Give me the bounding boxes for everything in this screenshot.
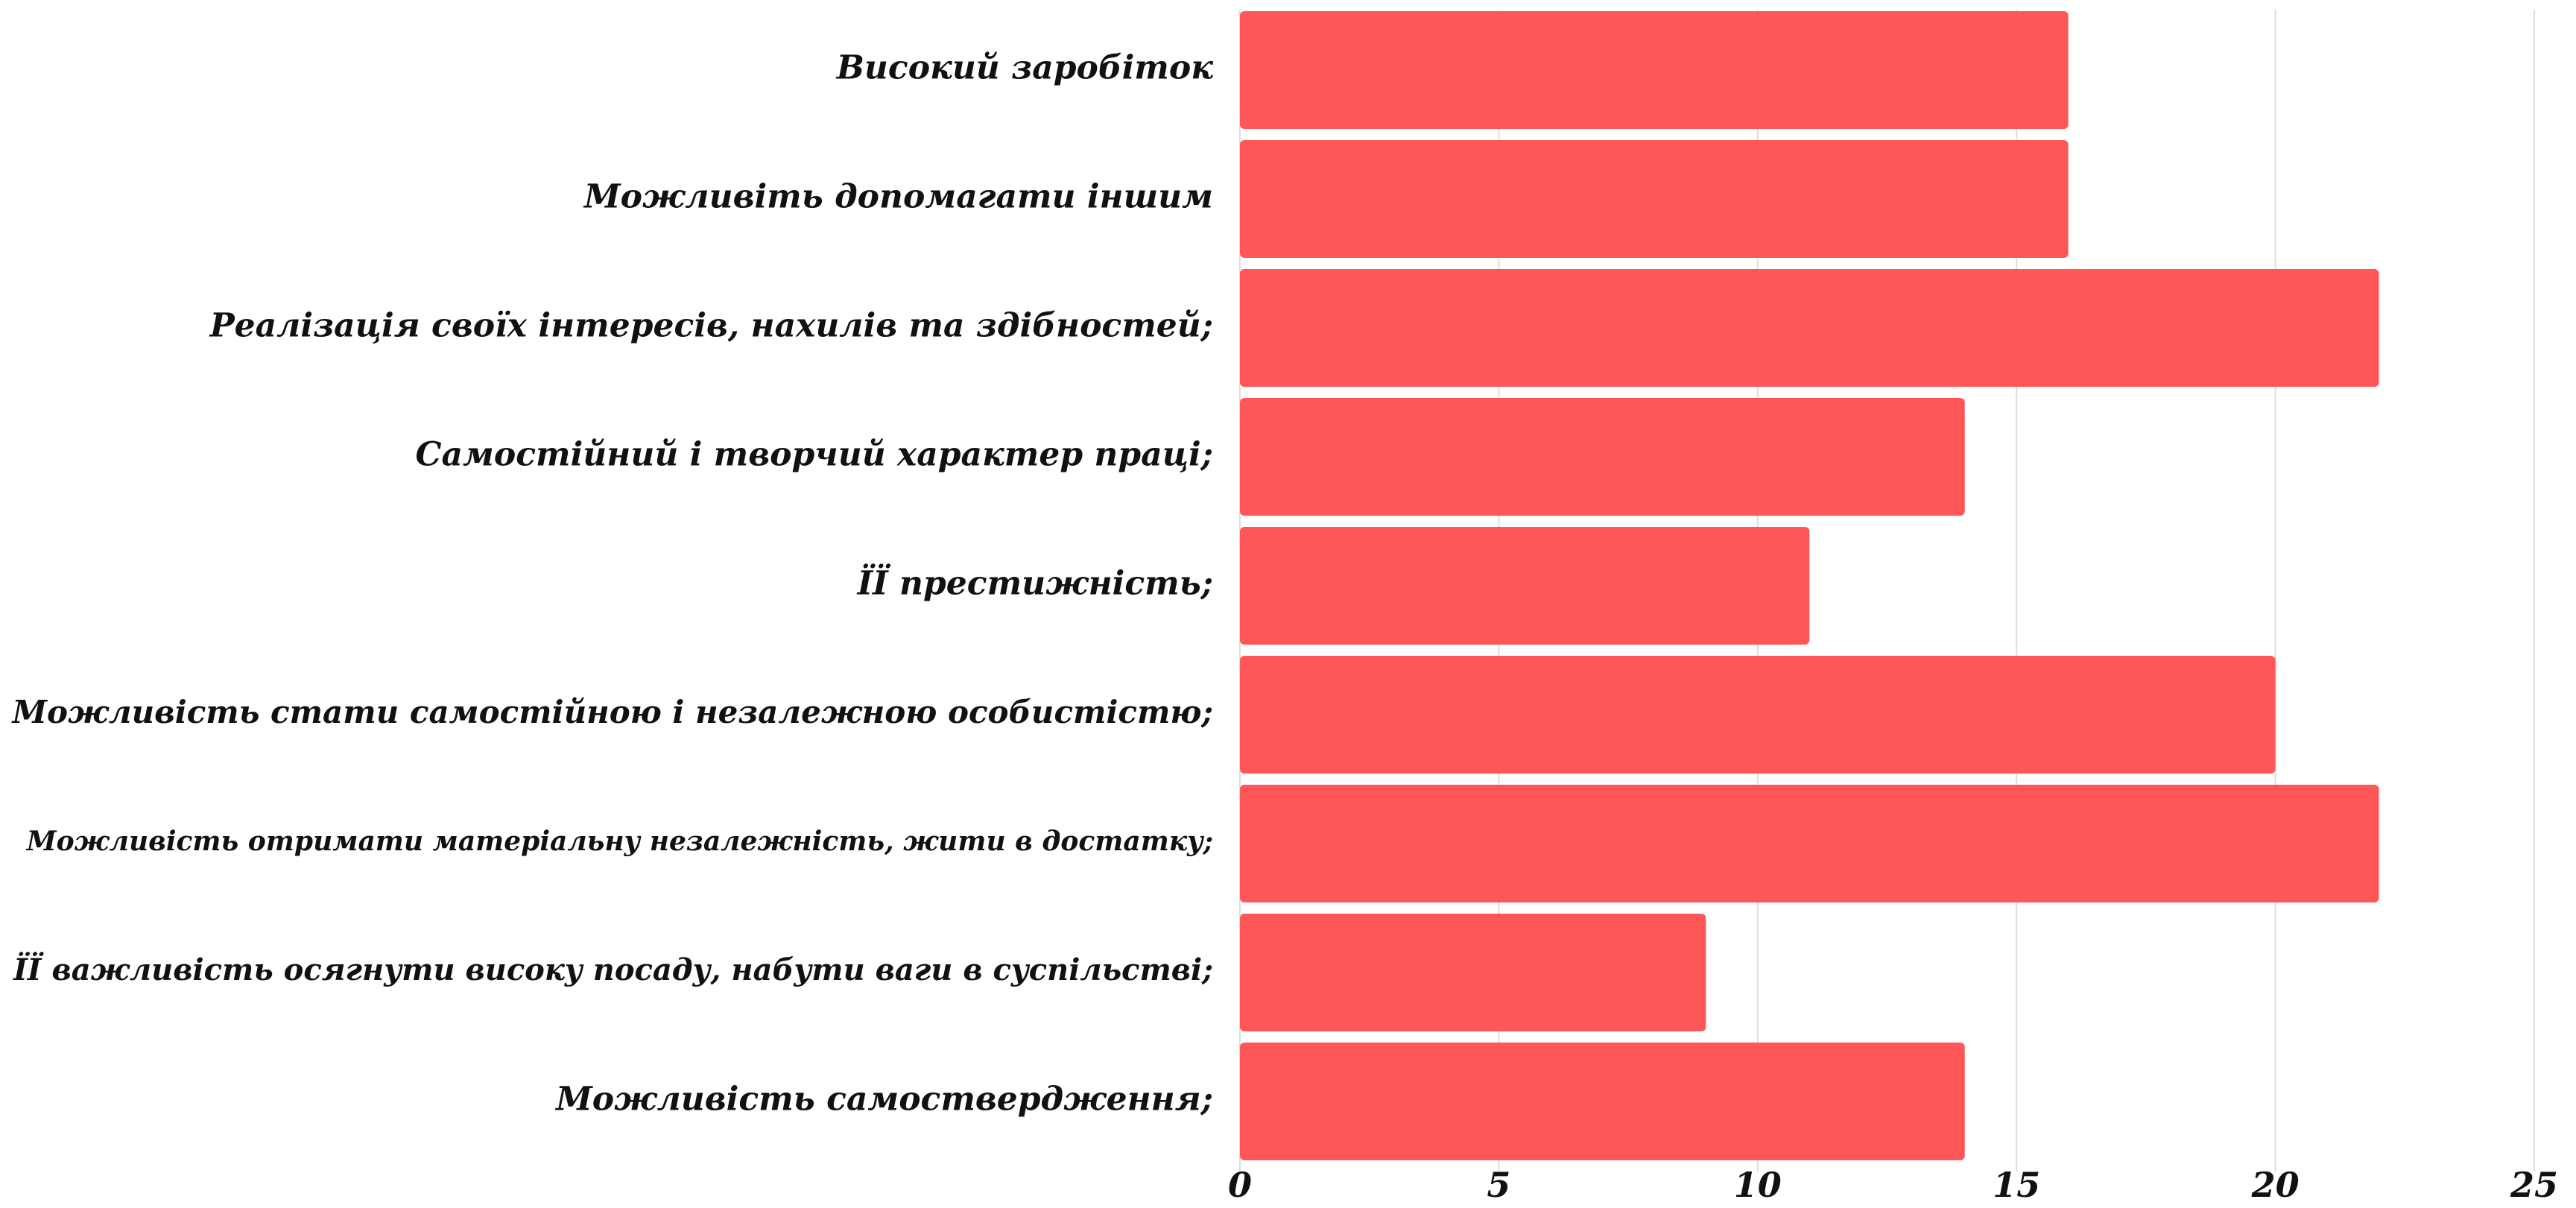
category-label: ЇЇ важливість осягнути високу посаду, на… (13, 952, 1213, 987)
bars (1240, 11, 2379, 1160)
x-tick-label: 5 (1487, 1165, 1510, 1205)
x-tick-label: 25 (2510, 1165, 2558, 1205)
category-label: Можливість самоствердження; (554, 1081, 1213, 1119)
category-label: Можливіть допомагати іншим (583, 178, 1213, 216)
category-label: Можливість отримати матеріальну незалежн… (25, 826, 1213, 857)
x-tick-label: 15 (1993, 1165, 2040, 1205)
bar (1240, 527, 1810, 645)
category-label: ЇЇ престижність; (856, 563, 1213, 603)
bar (1240, 656, 2276, 774)
x-axis-ticks: 0 5 10 15 20 25 (1228, 1165, 2558, 1205)
x-tick-label: 20 (2251, 1165, 2300, 1205)
category-labels: Високий заробіток Можливіть допомагати ін… (11, 49, 1214, 1119)
bar (1240, 11, 2069, 129)
x-tick-label: 10 (1734, 1165, 1782, 1205)
category-label: Реалізація своїх інтересів, нахилів та з… (209, 307, 1213, 345)
bar (1240, 140, 2069, 258)
bar (1240, 269, 2379, 387)
x-tick-label: 0 (1228, 1165, 1252, 1205)
bar (1240, 398, 1965, 516)
category-label: Самостійний і творчий характер праці; (416, 436, 1213, 474)
bar (1240, 1043, 1965, 1160)
category-label: Можливість стати самостійною і незалежно… (11, 694, 1213, 730)
bar (1240, 785, 2379, 902)
category-label: Високий заробіток (835, 49, 1213, 87)
bar (1240, 914, 1706, 1031)
